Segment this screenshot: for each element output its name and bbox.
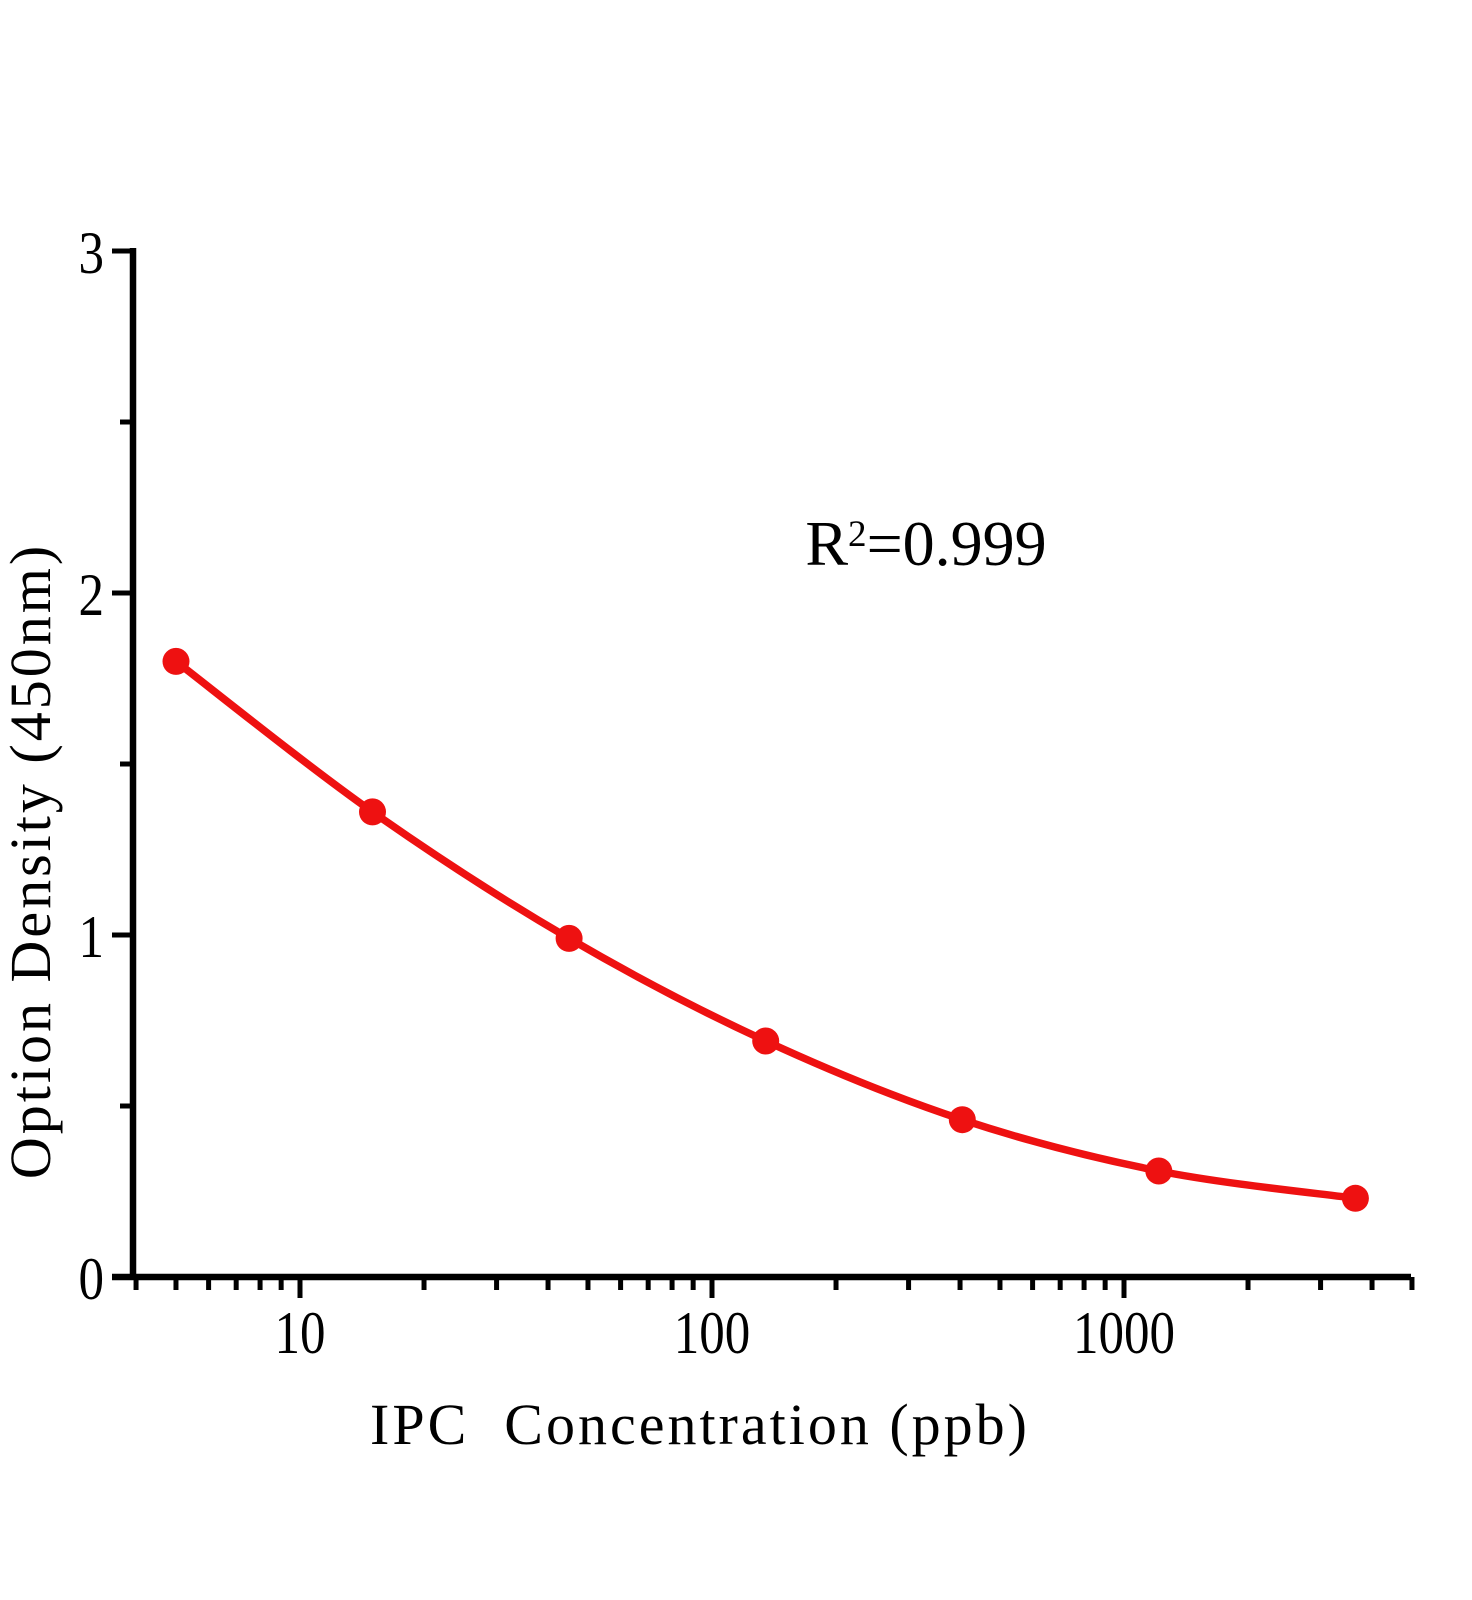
r-squared-exponent: 2 [848, 513, 867, 555]
standard-curve [172, 657, 1360, 1203]
data-point-5ppb [162, 647, 190, 675]
data-point-15ppb [359, 798, 386, 826]
y-axis-title: Option Density (450nm) [0, 542, 63, 1180]
x-axis-title: IPC Concentration (ppb) [370, 1392, 1030, 1457]
y-tick-label-1: 1 [78, 903, 105, 970]
data-point-3645ppb [1341, 1184, 1369, 1212]
y-tick-label-3: 3 [78, 219, 105, 286]
r-squared-base: R [805, 508, 849, 579]
data-point-405ppb [948, 1106, 976, 1134]
data-point-45ppb [555, 924, 583, 952]
x-tick-label-1000: 1000 [1073, 1300, 1175, 1366]
x-tick-label-100: 100 [673, 1300, 751, 1366]
data-point-1215ppb [1145, 1157, 1173, 1185]
y-tick-label-0: 0 [78, 1245, 105, 1312]
y-tick-label-2: 2 [78, 561, 105, 628]
data-point-135ppb [752, 1027, 780, 1055]
r-squared-value: =0.999 [866, 508, 1047, 579]
x-tick-label-10: 10 [274, 1300, 326, 1366]
r-squared-annotation: R2=0.999 [805, 512, 1046, 576]
